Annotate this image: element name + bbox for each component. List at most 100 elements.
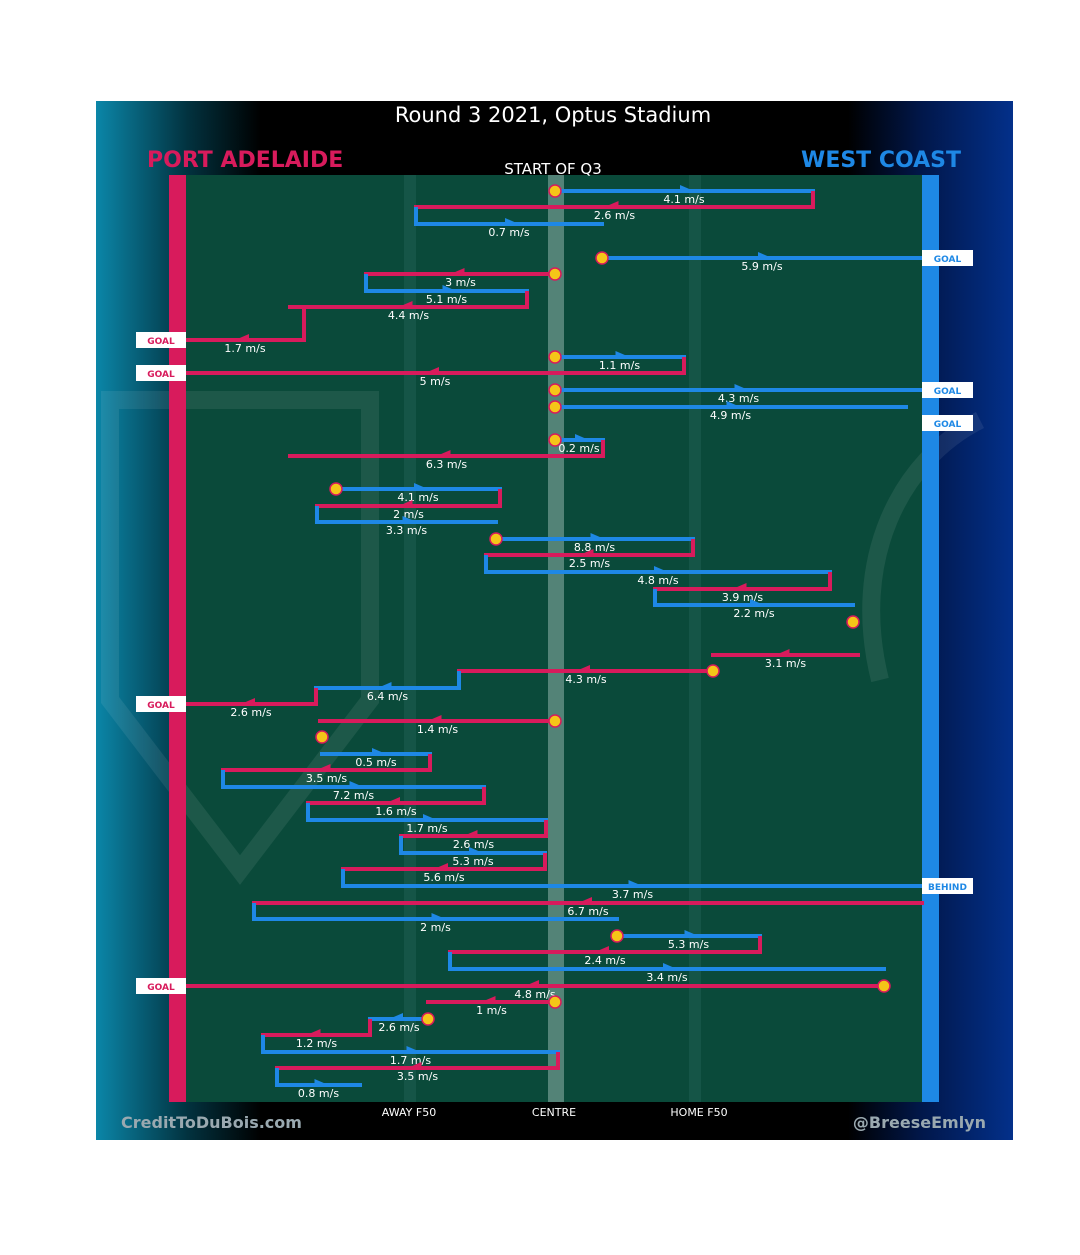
- direction-arrow: [732, 583, 747, 591]
- chain-12: 1.4 m/s: [318, 714, 562, 736]
- chain-18: 2.6 m/s 1.2 m/s 1.7 m/s 3.5 m/s 0.8 m/s: [261, 1012, 560, 1100]
- speed-label: 0.7 m/s: [488, 226, 529, 239]
- direction-arrow: [434, 863, 448, 871]
- result-badge: [136, 332, 186, 348]
- result-label: GOAL: [934, 255, 962, 265]
- result-label: GOAL: [934, 387, 962, 397]
- direction-arrow: [575, 434, 589, 442]
- speed-label: 2 m/s: [420, 921, 451, 934]
- speed-label: 1.2 m/s: [296, 1037, 337, 1050]
- chain-15: 5.3 m/s 2.4 m/s 3.4 m/s: [448, 929, 886, 984]
- chain-start-marker: [489, 532, 503, 546]
- speed-label: 2.6 m/s: [378, 1021, 419, 1034]
- direction-arrow: [389, 1013, 403, 1021]
- speed-label: 4.3 m/s: [565, 673, 606, 686]
- away-goal-bar: [169, 175, 186, 1102]
- speed-label: 3.7 m/s: [612, 888, 653, 901]
- direction-arrow: [775, 649, 790, 657]
- direction-arrow: [604, 201, 619, 209]
- chain-9: 8.8 m/s 2.5 m/s 4.8 m/s 3.9 m/s 2.2 m/s: [484, 532, 855, 620]
- chain-7: 0.2 m/s 6.3 m/s: [288, 433, 605, 471]
- speed-label: 5.9 m/s: [741, 260, 782, 273]
- chain-4: 1.1 m/s 5 m/s GOAL: [136, 350, 686, 388]
- speed-label: 1.7 m/s: [224, 342, 265, 355]
- result-label: GOAL: [147, 983, 175, 993]
- speed-label: 2.6 m/s: [594, 209, 635, 222]
- direction-arrow: [398, 500, 413, 508]
- speed-label: 4.1 m/s: [397, 491, 438, 504]
- credit-right: @BreeseEmlyn: [853, 1113, 986, 1132]
- chart-title: Round 3 2021, Optus Stadium: [395, 103, 711, 127]
- direction-arrow: [469, 847, 483, 855]
- result-label: GOAL: [147, 337, 175, 347]
- possession-chains: 4.1 m/s 2.6 m/s 0.7 m/s 5.9 m/s GOAL 3 m/s 5.1…: [136, 184, 973, 1100]
- direction-arrow: [590, 533, 605, 541]
- result-badge: [136, 365, 186, 381]
- home-team-name: WEST COAST: [801, 148, 961, 173]
- chain-start-marker: [548, 714, 562, 728]
- direction-arrow: [402, 516, 417, 524]
- result-badge: [136, 696, 186, 712]
- chain-start-marker: [548, 383, 562, 397]
- speed-label: 4.9 m/s: [710, 409, 751, 422]
- direction-arrow: [241, 698, 255, 706]
- direction-arrow: [726, 401, 741, 409]
- speed-label: 3.9 m/s: [722, 591, 763, 604]
- direction-arrow: [427, 715, 442, 723]
- direction-arrow: [431, 913, 446, 921]
- chain-10: 3.1 m/s: [711, 615, 860, 670]
- result-badge: [922, 415, 973, 431]
- speed-label: 2.6 m/s: [453, 838, 494, 851]
- direction-arrow: [407, 1062, 422, 1070]
- direction-arrow: [316, 764, 331, 772]
- direction-arrow: [595, 946, 609, 954]
- credit-left: CreditToDuBois.com: [121, 1113, 302, 1132]
- chain-6: 4.9 m/s GOAL: [548, 400, 973, 431]
- chain-start-marker: [329, 482, 343, 496]
- chain-start-marker: [595, 251, 609, 265]
- chain-start-marker: [315, 730, 329, 744]
- chain-start-marker: [421, 1012, 435, 1026]
- speed-label: 6.4 m/s: [367, 690, 408, 703]
- chain-13: 0.5 m/s 3.5 m/s 7.2 m/s1.6 m/s 1.7 m/s 2.6 m…: [221, 730, 973, 901]
- speed-label: 2 m/s: [393, 508, 424, 521]
- chain-14: 6.7 m/s 2 m/s: [252, 897, 924, 934]
- speed-label: 7.2 m/s: [333, 789, 374, 802]
- speed-label: 5 m/s: [420, 375, 451, 388]
- speed-label: 2.2 m/s: [733, 607, 774, 620]
- speed-label: 3.1 m/s: [765, 657, 806, 670]
- speed-label: 2.5 m/s: [569, 557, 610, 570]
- chain-11: 4.3 m/s 6.4 m/s 2.6 m/s GOAL: [136, 664, 720, 719]
- chain-start-marker: [610, 929, 624, 943]
- chain-start-marker: [877, 979, 891, 993]
- speed-label: 1 m/s: [476, 1004, 507, 1017]
- direction-arrow: [425, 367, 439, 375]
- away-team-name: PORT ADELAIDE: [147, 148, 343, 173]
- chain-2: 5.9 m/s GOAL: [595, 250, 973, 273]
- direction-arrow: [505, 218, 519, 226]
- speed-label: 3.5 m/s: [397, 1070, 438, 1083]
- centre-line: [548, 175, 564, 1102]
- speed-label: 2.4 m/s: [584, 954, 625, 967]
- chain-start-marker: [548, 350, 562, 364]
- direction-arrow: [414, 483, 428, 491]
- chain-start-marker: [548, 995, 562, 1009]
- direction-arrow: [349, 781, 364, 789]
- direction-arrow: [615, 351, 630, 359]
- home-f50-line: [689, 175, 701, 1102]
- speed-label: 1.7 m/s: [390, 1054, 431, 1067]
- result-label: GOAL: [934, 420, 962, 430]
- direction-arrow: [235, 334, 249, 342]
- speed-label: 1.1 m/s: [599, 359, 640, 372]
- speed-label: 5.3 m/s: [668, 938, 709, 951]
- speed-label: 0.8 m/s: [298, 1087, 339, 1100]
- direction-arrow: [481, 996, 496, 1004]
- direction-arrow: [450, 268, 465, 276]
- direction-arrow: [758, 252, 772, 260]
- direction-arrow: [750, 599, 764, 607]
- result-badge: [922, 878, 973, 894]
- chain-16: 4.8 m/s GOAL: [136, 978, 891, 1001]
- x-tick-away-f50: AWAY F50: [382, 1106, 436, 1119]
- result-label: GOAL: [147, 370, 175, 380]
